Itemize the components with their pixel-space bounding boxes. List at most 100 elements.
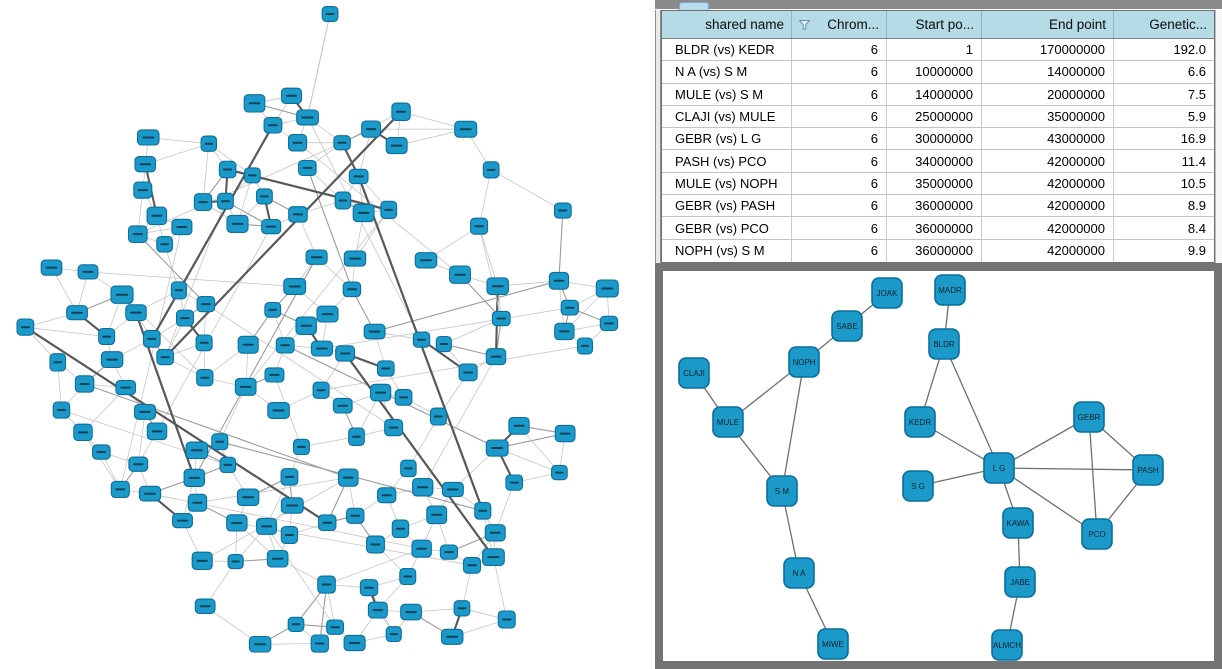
column-header-start-po[interactable]: Start po... bbox=[887, 11, 982, 38]
overview-edge[interactable] bbox=[321, 307, 570, 349]
table-cell[interactable]: 42000000 bbox=[982, 150, 1114, 172]
table-cell[interactable]: 192.0 bbox=[1173, 42, 1206, 58]
overview-node[interactable] bbox=[599, 315, 619, 332]
node-BLDR[interactable]: BLDR bbox=[928, 328, 960, 360]
table-cell[interactable]: 42000000 bbox=[982, 195, 1114, 217]
overview-edge[interactable] bbox=[344, 352, 495, 558]
overview-edge[interactable] bbox=[301, 436, 357, 448]
overview-node[interactable] bbox=[40, 259, 63, 276]
overview-node[interactable] bbox=[255, 188, 273, 205]
overview-node[interactable] bbox=[426, 505, 448, 525]
overview-node[interactable] bbox=[156, 236, 173, 253]
overview-node[interactable] bbox=[342, 281, 362, 298]
overview-node[interactable] bbox=[196, 295, 216, 313]
overview-node[interactable] bbox=[298, 159, 317, 176]
overview-node[interactable] bbox=[296, 109, 319, 126]
overview-edge[interactable] bbox=[422, 356, 497, 488]
overview-node[interactable] bbox=[191, 551, 213, 571]
node-ALMCH[interactable]: ALMCH bbox=[991, 629, 1023, 661]
overview-node[interactable] bbox=[142, 330, 161, 348]
overview-node[interactable] bbox=[73, 423, 93, 442]
overview-node[interactable] bbox=[211, 433, 229, 451]
overview-node[interactable] bbox=[261, 218, 282, 235]
table-cell[interactable]: 30000000 bbox=[887, 128, 982, 150]
overview-node[interactable] bbox=[187, 493, 208, 512]
overview-node[interactable] bbox=[267, 402, 290, 419]
overview-node[interactable] bbox=[185, 441, 209, 460]
overview-node[interactable] bbox=[146, 206, 168, 226]
overview-node[interactable] bbox=[264, 367, 285, 383]
overview-node[interactable] bbox=[385, 137, 408, 155]
overview-node[interactable] bbox=[548, 271, 570, 290]
overview-node[interactable] bbox=[283, 278, 307, 295]
overview-node[interactable] bbox=[370, 383, 392, 402]
column-header-end-point[interactable]: End point bbox=[982, 11, 1114, 38]
overview-node[interactable] bbox=[454, 120, 478, 138]
table-cell[interactable]: 16.9 bbox=[1180, 131, 1206, 147]
table-cell[interactable]: 5.9 bbox=[1187, 109, 1206, 125]
table-scrollbar-track[interactable] bbox=[1215, 10, 1222, 263]
table-cell[interactable]: 25000000 bbox=[887, 105, 982, 128]
overview-node[interactable] bbox=[134, 156, 157, 173]
node-KEDR[interactable]: KEDR bbox=[904, 406, 936, 438]
table-cell[interactable]: NOPH (vs) S M bbox=[662, 239, 792, 262]
overview-edge[interactable] bbox=[150, 124, 274, 340]
table-row[interactable]: MULE (vs) S M 6 14000000 20000000 7.5 bbox=[662, 83, 1214, 106]
table-row[interactable]: MULE (vs) NOPH 6 35000000 42000000 10.5 bbox=[662, 172, 1214, 196]
overview-edge[interactable] bbox=[306, 13, 331, 118]
table-row[interactable]: GEBR (vs) L G 6 30000000 43000000 16.9 bbox=[662, 128, 1214, 151]
table-left-scroll-strip[interactable] bbox=[655, 10, 661, 263]
table-cell[interactable]: 8.4 bbox=[1187, 220, 1206, 236]
overview-node[interactable] bbox=[16, 318, 35, 336]
detail-network-canvas[interactable]: JOAK SABE NOPH CLAJI MULE S M N A MIWE MADR BLDR K… bbox=[663, 271, 1214, 661]
overview-edge[interactable] bbox=[24, 326, 328, 524]
table-cell[interactable]: BLDR (vs) KEDR bbox=[662, 39, 792, 61]
table-cell[interactable]: 6 bbox=[792, 195, 887, 217]
column-header-genetic[interactable]: Genetic... bbox=[1114, 11, 1214, 38]
overview-edge[interactable] bbox=[25, 326, 107, 337]
overview-node[interactable] bbox=[399, 567, 417, 586]
overview-edge[interactable] bbox=[156, 226, 272, 432]
overview-node[interactable] bbox=[316, 305, 339, 323]
overview-node[interactable] bbox=[292, 438, 310, 456]
table-cell[interactable]: 14000000 bbox=[887, 83, 982, 105]
overview-node[interactable] bbox=[595, 279, 619, 298]
table-row[interactable]: GEBR (vs) PASH 6 36000000 42000000 8.9 bbox=[662, 195, 1214, 218]
overview-node[interactable] bbox=[175, 309, 194, 327]
overview-node[interactable] bbox=[554, 322, 575, 341]
overview-node[interactable] bbox=[484, 524, 506, 542]
overview-node[interactable] bbox=[497, 610, 516, 629]
overview-node[interactable] bbox=[172, 513, 193, 529]
overview-node[interactable] bbox=[485, 439, 509, 457]
overview-edge[interactable] bbox=[478, 226, 502, 319]
table-cell[interactable]: 6 bbox=[792, 83, 887, 105]
overview-node[interactable] bbox=[98, 327, 116, 346]
table-cell[interactable]: GEBR (vs) PCO bbox=[662, 217, 792, 239]
node-NOPH[interactable]: NOPH bbox=[788, 346, 820, 378]
overview-edge[interactable] bbox=[137, 142, 343, 235]
overview-node[interactable] bbox=[391, 519, 410, 539]
table-cell[interactable]: 10.5 bbox=[1180, 175, 1206, 191]
overview-node[interactable] bbox=[110, 285, 134, 304]
overview-edge[interactable] bbox=[478, 226, 499, 287]
overview-node[interactable] bbox=[441, 481, 464, 498]
overview-node[interactable] bbox=[237, 335, 259, 354]
overview-node[interactable] bbox=[411, 539, 432, 558]
edge-NOPH-SM[interactable] bbox=[781, 361, 805, 492]
overview-node[interactable] bbox=[115, 379, 137, 396]
node-CLAJI[interactable]: CLAJI bbox=[678, 357, 710, 389]
table-cell[interactable]: 34000000 bbox=[887, 150, 982, 172]
table-cell[interactable]: 36000000 bbox=[887, 217, 982, 239]
overview-node[interactable] bbox=[400, 603, 422, 621]
table-cell[interactable]: 36000000 bbox=[887, 239, 982, 262]
table-cell[interactable]: GEBR (vs) L G bbox=[662, 128, 792, 150]
table-cell[interactable]: 170000000 bbox=[982, 39, 1114, 61]
overview-edge[interactable] bbox=[558, 210, 564, 281]
table-cell[interactable]: 42000000 bbox=[982, 239, 1114, 262]
overview-node[interactable] bbox=[287, 616, 305, 632]
overview-node[interactable] bbox=[264, 301, 282, 318]
overview-edge[interactable] bbox=[205, 303, 394, 428]
overview-node[interactable] bbox=[346, 507, 365, 524]
overview-node[interactable] bbox=[196, 369, 214, 387]
overview-edge[interactable] bbox=[82, 432, 121, 490]
